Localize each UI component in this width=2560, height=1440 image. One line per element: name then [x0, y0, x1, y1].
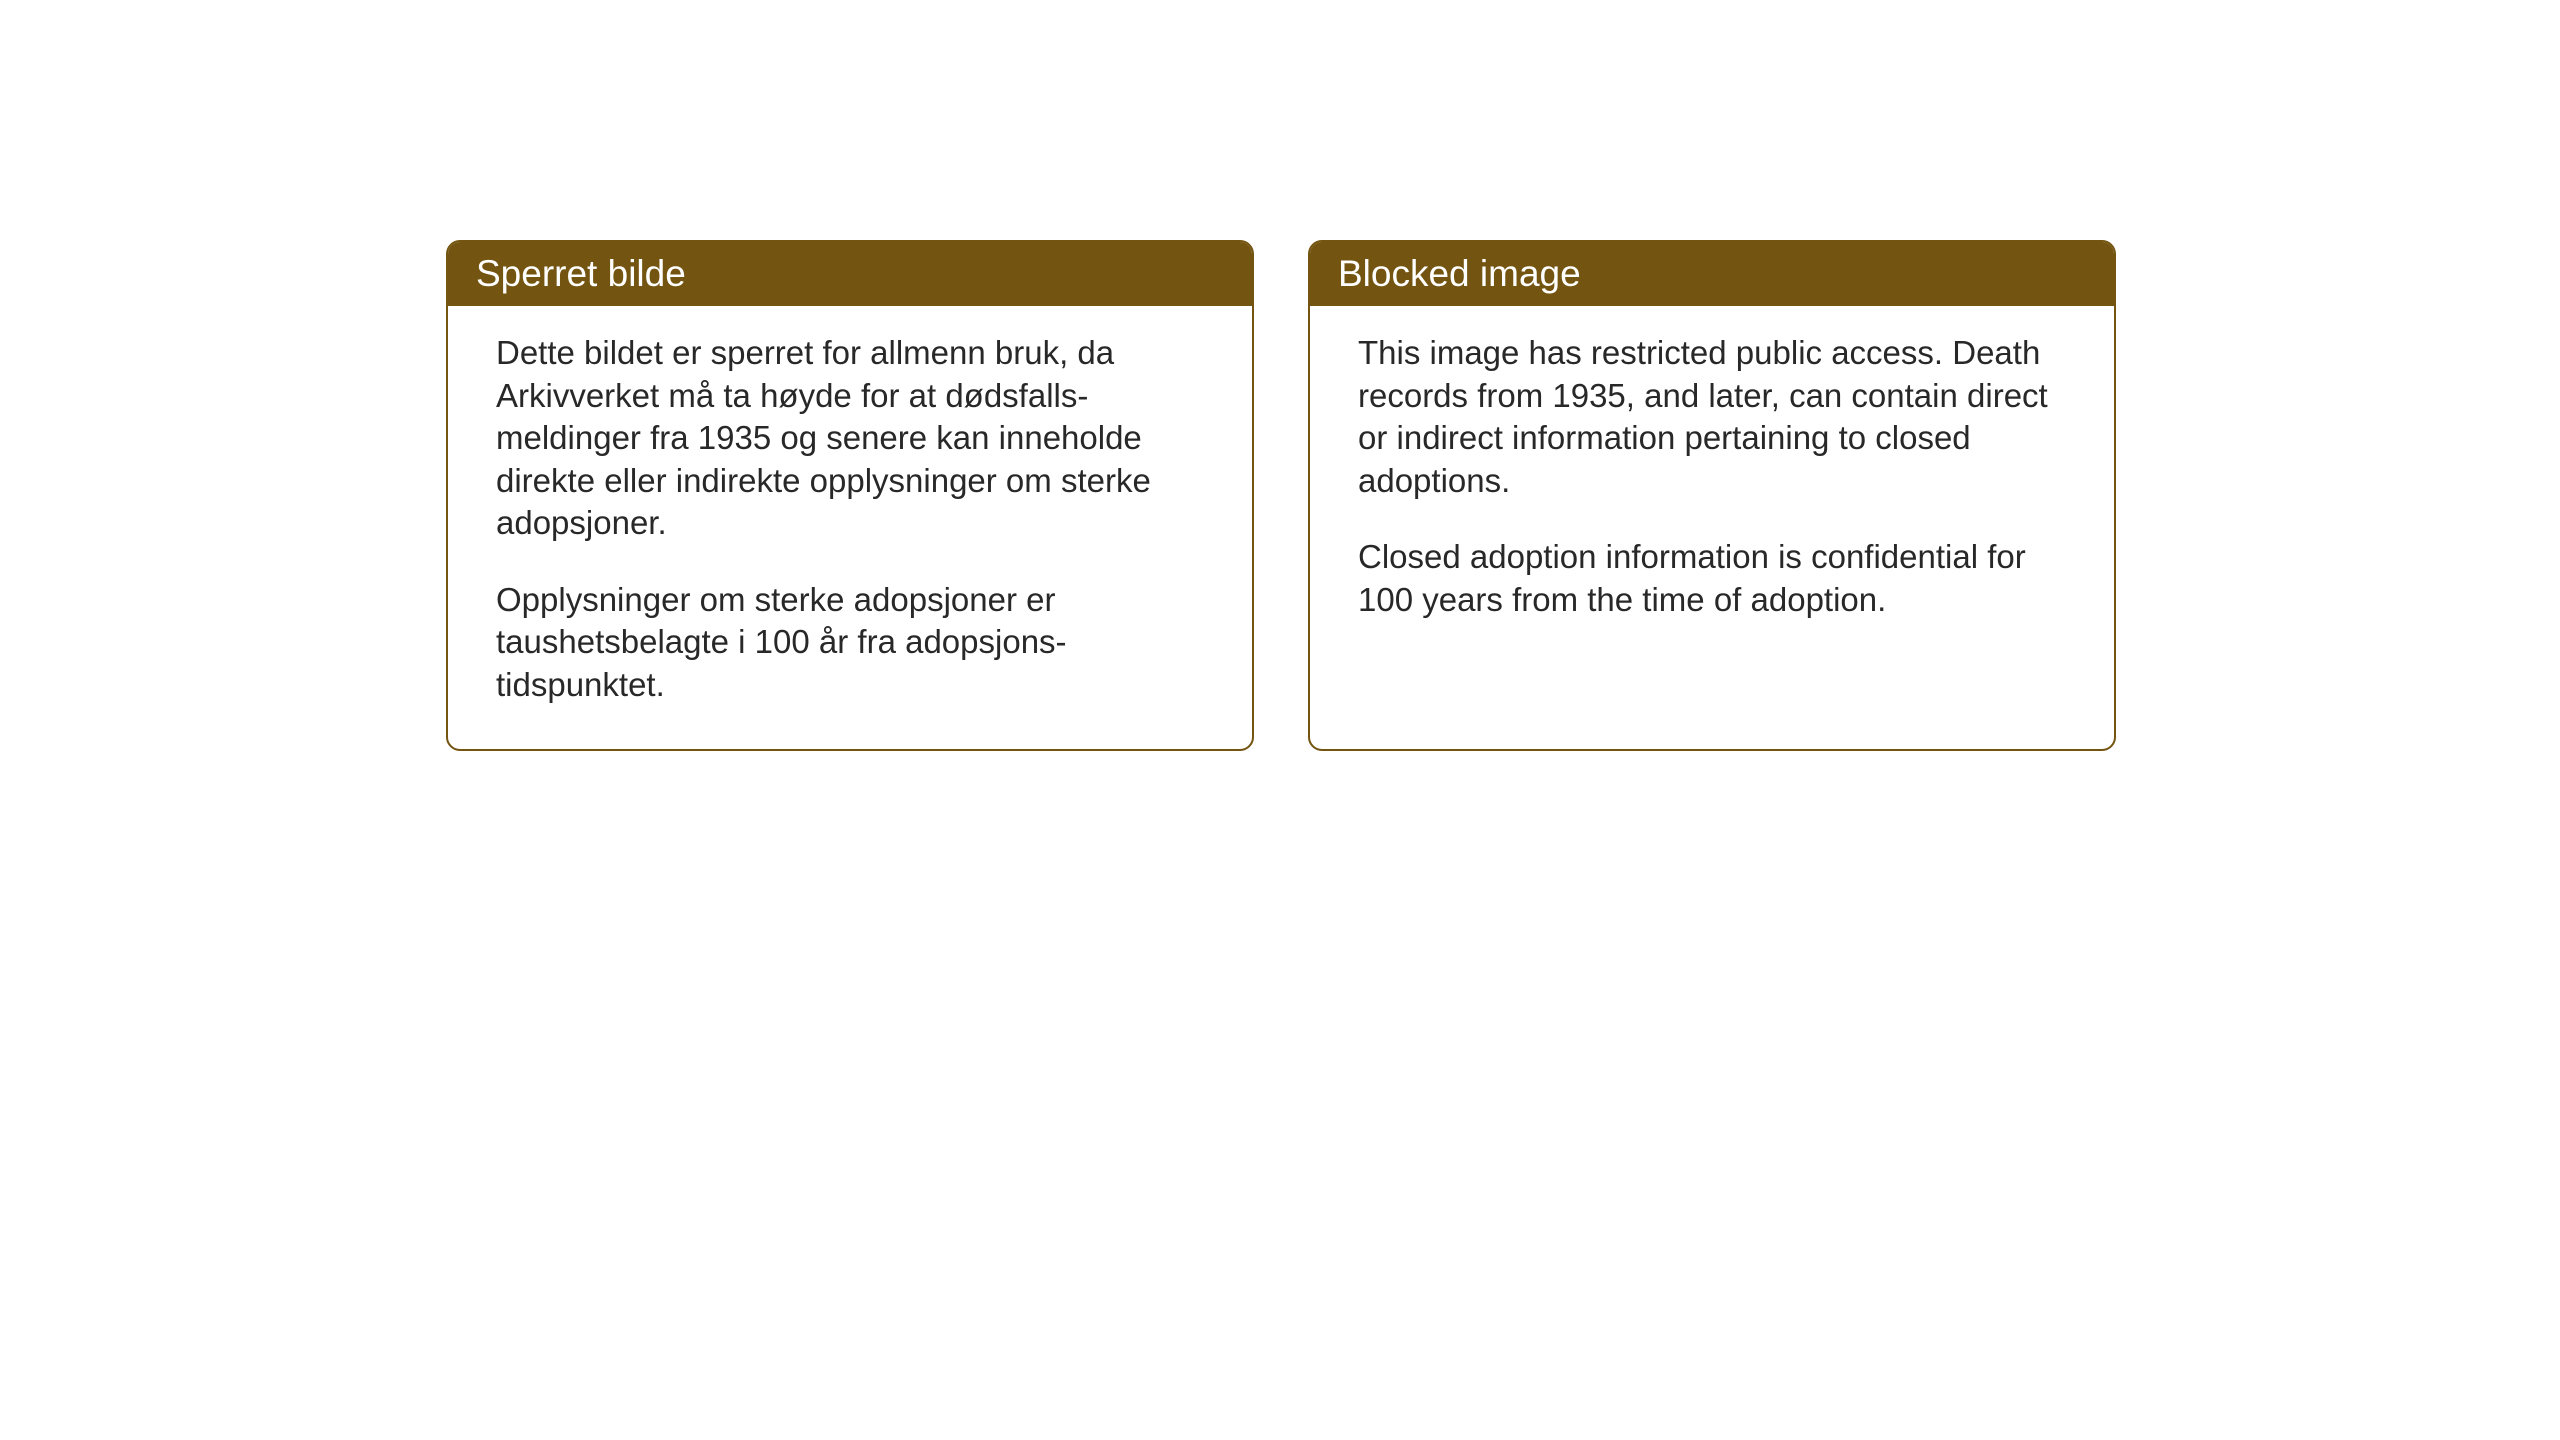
- notice-box-norwegian: Sperret bilde Dette bildet er sperret fo…: [446, 240, 1254, 751]
- notice-paragraph-english-2: Closed adoption information is confident…: [1358, 536, 2066, 621]
- notice-body-english: This image has restricted public access.…: [1310, 306, 2114, 663]
- notice-header-english: Blocked image: [1310, 242, 2114, 306]
- notice-paragraph-norwegian-1: Dette bildet er sperret for allmenn bruk…: [496, 332, 1204, 545]
- notice-box-english: Blocked image This image has restricted …: [1308, 240, 2116, 751]
- notice-body-norwegian: Dette bildet er sperret for allmenn bruk…: [448, 306, 1252, 749]
- notice-paragraph-english-1: This image has restricted public access.…: [1358, 332, 2066, 502]
- notice-header-norwegian: Sperret bilde: [448, 242, 1252, 306]
- notices-container: Sperret bilde Dette bildet er sperret fo…: [446, 240, 2116, 751]
- notice-paragraph-norwegian-2: Opplysninger om sterke adopsjoner er tau…: [496, 579, 1204, 707]
